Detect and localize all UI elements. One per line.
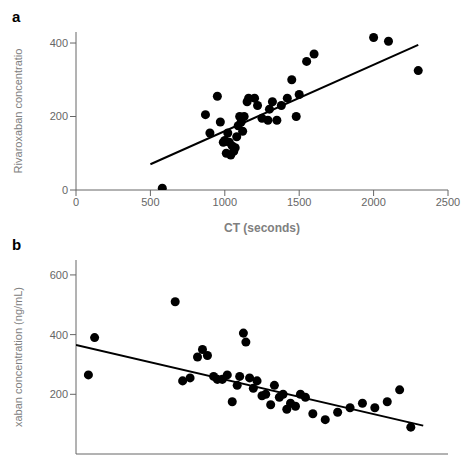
svg-text:0: 0: [73, 196, 79, 208]
html-text:a: a: [12, 8, 21, 25]
svg-text:xaban concentration (ng/mL): xaban concentration (ng/mL): [12, 287, 24, 427]
svg-text:200: 200: [50, 388, 68, 400]
svg-text:CT (seconds): CT (seconds): [224, 221, 300, 235]
html-text:b: b: [12, 236, 22, 253]
svg-text:600: 600: [50, 269, 68, 281]
svg-text:2000: 2000: [361, 196, 385, 208]
svg-text:400: 400: [50, 329, 68, 341]
svg-text:400: 400: [50, 37, 68, 49]
svg-text:2500: 2500: [436, 196, 460, 208]
svg-text:0: 0: [62, 184, 68, 196]
svg-text:1500: 1500: [287, 196, 311, 208]
svg-text:Rivaroxaban concentratio: Rivaroxaban concentratio: [12, 49, 24, 174]
svg-text:1000: 1000: [213, 196, 237, 208]
svg-text:500: 500: [141, 196, 159, 208]
svg-text:200: 200: [50, 110, 68, 122]
